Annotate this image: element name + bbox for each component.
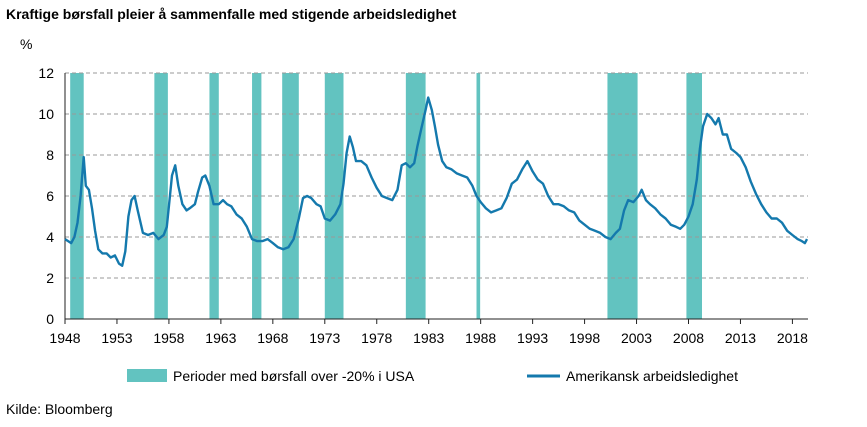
y-tick-0: 0: [46, 311, 54, 327]
legend-label-shaded: Perioder med børsfall over -20% i USA: [173, 368, 415, 384]
chart-title: Kraftige børsfall pleier å sammenfalle m…: [6, 6, 457, 22]
x-tick-1988: 1988: [465, 330, 496, 346]
x-tick-1978: 1978: [361, 330, 392, 346]
axes: [64, 73, 808, 324]
x-tick-1958: 1958: [153, 330, 184, 346]
x-tick-1993: 1993: [517, 330, 548, 346]
y-tick-6: 6: [46, 188, 54, 204]
source-note: Kilde: Bloomberg: [6, 401, 113, 417]
series-line-unemployment: [64, 96, 809, 267]
tick-labels: 0 2 4 6 8 10 12 1948 1953 1958 1963 1968 1973 1978 198…: [38, 65, 808, 346]
y-tick-10: 10: [38, 106, 54, 122]
shaded-period-1: [70, 73, 84, 319]
y-tick-4: 4: [46, 229, 54, 245]
legend-label-line: Amerikansk arbeidsledighet: [566, 368, 738, 384]
x-tick-1983: 1983: [413, 330, 444, 346]
x-tick-1998: 1998: [569, 330, 600, 346]
x-tick-2003: 2003: [621, 330, 652, 346]
x-tick-2008: 2008: [673, 330, 704, 346]
x-tick-1963: 1963: [205, 330, 236, 346]
y-tick-2: 2: [46, 270, 54, 286]
x-tick-1953: 1953: [101, 330, 132, 346]
x-tick-1948: 1948: [49, 330, 80, 346]
shaded-period-2: [154, 73, 168, 319]
x-tick-1973: 1973: [309, 330, 340, 346]
x-tick-1968: 1968: [257, 330, 288, 346]
grid-lines: [65, 72, 808, 279]
y-tick-8: 8: [46, 147, 54, 163]
y-axis-unit-label: %: [20, 36, 33, 52]
series-layer: [64, 96, 809, 267]
legend: Perioder med børsfall over -20% i USA Ame…: [127, 368, 738, 384]
y-tick-12: 12: [38, 65, 54, 81]
x-tick-2018: 2018: [777, 330, 808, 346]
x-tick-2013: 2013: [725, 330, 756, 346]
legend-swatch-shaded: [127, 369, 167, 382]
